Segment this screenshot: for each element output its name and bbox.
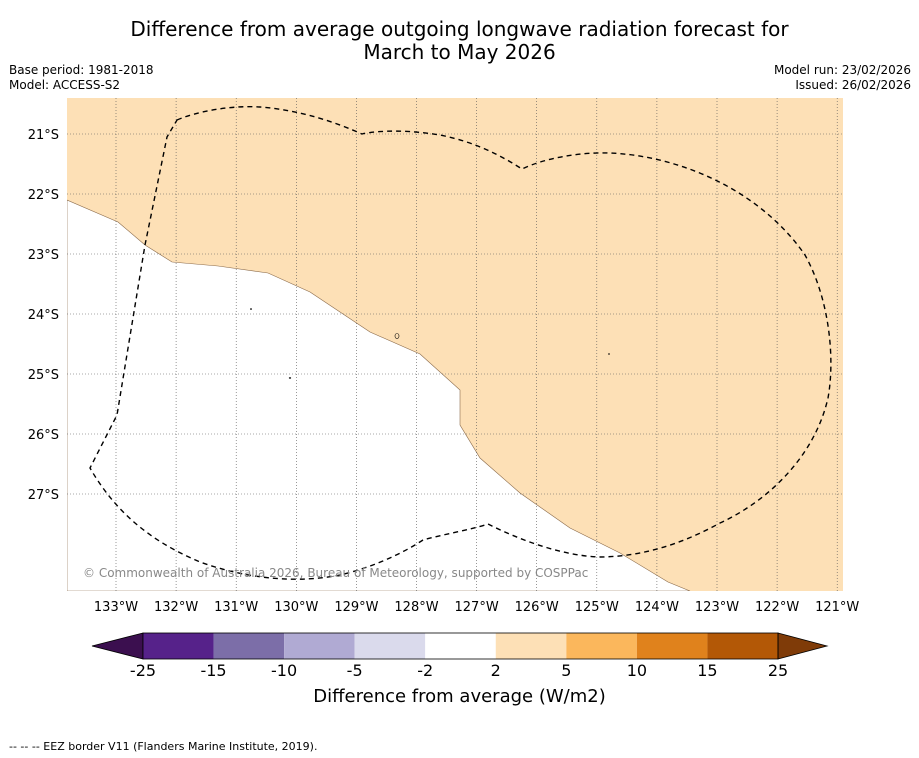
- colorbar-tick-label: -5: [346, 661, 363, 680]
- colorbar-segment: [636, 633, 708, 659]
- colorbar-tick-label: 5: [561, 661, 572, 680]
- island-marker: [394, 333, 400, 339]
- meta-right: Model run: 23/02/2026 Issued: 26/02/2026: [774, 63, 911, 93]
- longitude-label: 128°W: [394, 600, 438, 615]
- longitude-label: 129°W: [334, 600, 378, 615]
- colorbar-segment: [425, 633, 496, 659]
- colorbar-outline: [142, 632, 779, 660]
- longitude-label: 122°W: [755, 600, 799, 615]
- chart-title: Difference from average outgoing longwav…: [0, 18, 919, 64]
- colorbar-tick-label: 15: [697, 661, 718, 680]
- colorbar-segment: [566, 633, 637, 659]
- colorbar: [91, 632, 829, 660]
- longitude-label: 131°W: [214, 600, 258, 615]
- colorbar-segment: [284, 633, 355, 659]
- longitude-labels: 133°W 132°W 131°W 130°W 129°W 128°W 127°W 126°W…: [94, 600, 860, 615]
- issued-date: Issued: 26/02/2026: [795, 78, 911, 92]
- colorbar-segment: [354, 633, 426, 659]
- neutral-anomaly-region: [67, 199, 691, 591]
- colorbar-tick-label: 2: [490, 661, 501, 680]
- latitude-label: 24°S: [28, 308, 59, 323]
- latitude-labels: 21°S 22°S 23°S 24°S 25°S 26°S 27°S: [28, 128, 59, 503]
- longitude-label: 121°W: [815, 600, 859, 615]
- eez-legend: -- -- -- EEZ border V11 (Flanders Marine…: [9, 740, 318, 753]
- colorbar-tick-label: -15: [200, 661, 227, 680]
- latitude-label: 26°S: [28, 428, 59, 443]
- colorbar-extend-low: [91, 632, 144, 660]
- colorbar-segment: [213, 633, 285, 659]
- colorbar-tick-label: -10: [271, 661, 298, 680]
- longitude-label: 127°W: [455, 600, 499, 615]
- meta-left: Base period: 1981-2018 Model: ACCESS-S2: [9, 63, 154, 93]
- island-marker: [250, 308, 252, 310]
- colorbar-title: Difference from average (W/m2): [313, 686, 606, 707]
- colorbar-extend-high: [777, 632, 829, 660]
- title-line-1: Difference from average outgoing longwav…: [130, 17, 789, 41]
- longitude-label: 133°W: [94, 600, 138, 615]
- copyright-text: © Commonwealth of Australia 2026, Bureau…: [83, 566, 588, 580]
- longitude-label: 125°W: [575, 600, 619, 615]
- longitude-label: 123°W: [695, 600, 739, 615]
- colorbar-tick-label: 25: [767, 661, 789, 680]
- latitude-label: 22°S: [28, 188, 59, 203]
- island-marker: [288, 377, 292, 379]
- map-grid: [67, 98, 843, 591]
- colorbar-segment: [143, 633, 214, 659]
- base-period: Base period: 1981-2018: [9, 63, 154, 77]
- longitude-label: 124°W: [635, 600, 679, 615]
- longitude-label: 130°W: [274, 600, 318, 615]
- latitude-label: 27°S: [28, 488, 59, 503]
- colorbar-segment: [707, 633, 778, 659]
- colorbar-tick-label: -25: [129, 661, 157, 680]
- colorbar-tick-label: 10: [626, 661, 648, 680]
- longitude-label: 132°W: [154, 600, 198, 615]
- latitude-label: 25°S: [28, 368, 59, 383]
- island-marker: [608, 353, 610, 355]
- map-area: [67, 98, 843, 591]
- longitude-label: 126°W: [515, 600, 559, 615]
- latitude-label: 23°S: [28, 248, 59, 263]
- title-line-2: March to May 2026: [363, 40, 556, 64]
- colorbar-tick-label: -2: [417, 661, 434, 680]
- colorbar-segment: [495, 633, 567, 659]
- model-name: Model: ACCESS-S2: [9, 78, 121, 92]
- latitude-label: 21°S: [28, 128, 59, 143]
- model-run: Model run: 23/02/2026: [773, 63, 911, 77]
